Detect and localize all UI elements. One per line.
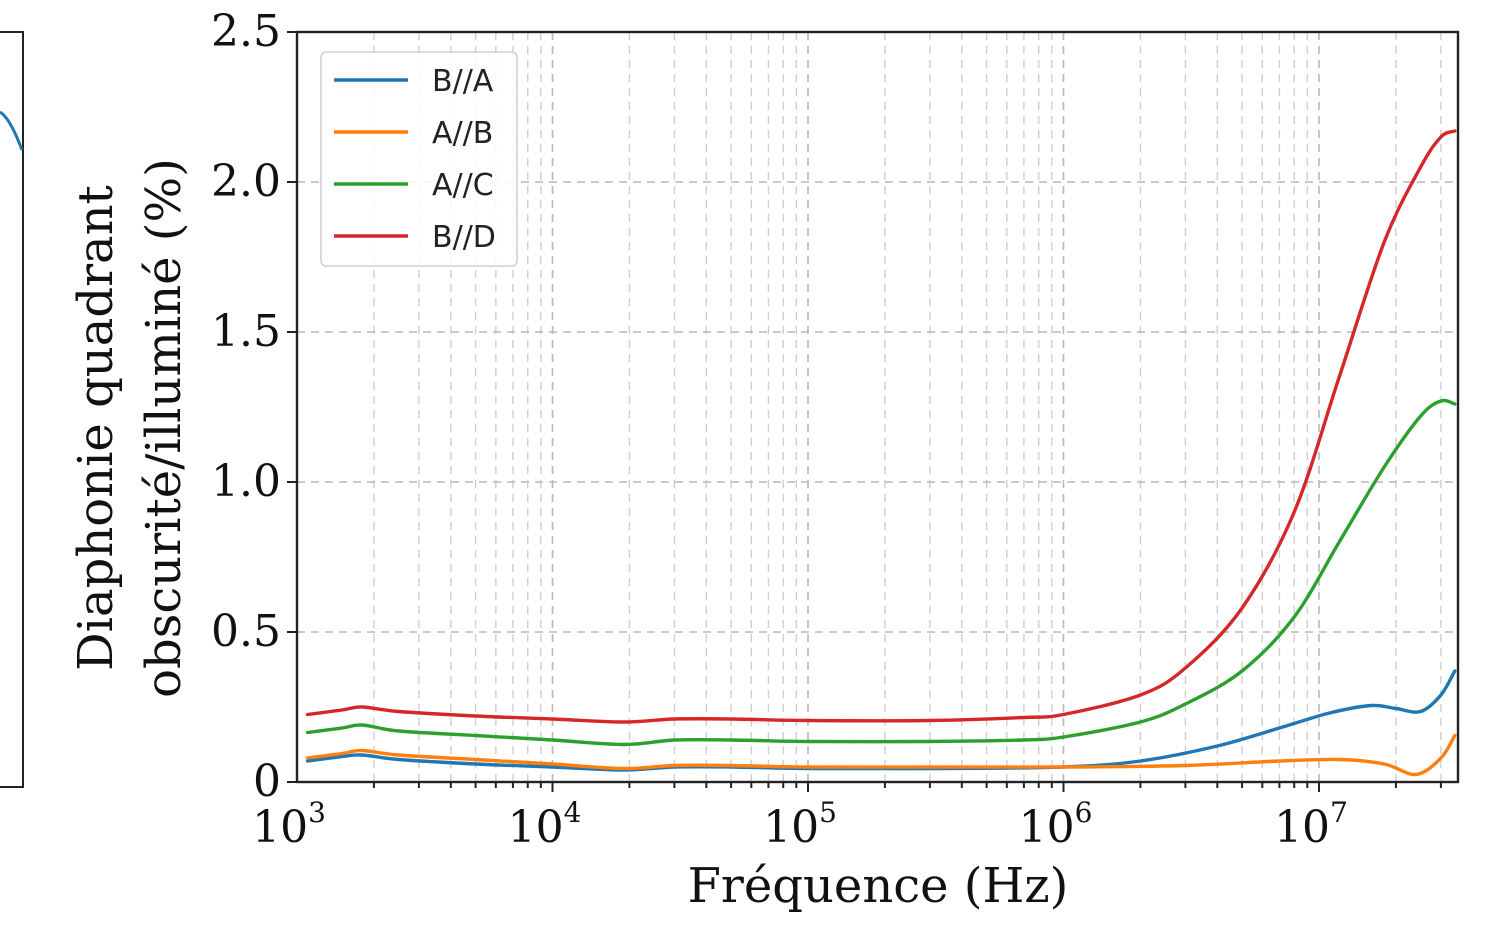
x-tick-base: 10	[1274, 802, 1330, 853]
y-tick-label: 0	[253, 756, 281, 807]
x-tick-label: 104	[508, 796, 582, 853]
y-tick-label: 2.0	[211, 156, 281, 207]
adjacent-panel-fragment	[0, 31, 24, 788]
series-lines	[305, 129, 1457, 777]
y-tick-label: 1.5	[211, 306, 281, 357]
x-axis-label: Fréquence (Hz)	[688, 858, 1069, 914]
x-tick-label: 103	[252, 796, 326, 853]
x-tick-exponent: 6	[1075, 796, 1093, 829]
grid	[297, 32, 1458, 782]
y-tick-label: 0.5	[211, 606, 281, 657]
plot-frame	[295, 30, 1460, 784]
series-line-4	[305, 129, 1457, 724]
legend: B//A A//B A//C B//D	[320, 51, 518, 267]
legend-label: B//A	[432, 64, 494, 99]
y-axis-label-line-1: Diaphonie quadrant	[68, 185, 124, 671]
y-tick-label: 1.0	[211, 456, 281, 507]
x-tick-label: 106	[1019, 796, 1093, 853]
x-tick-base: 10	[1019, 802, 1075, 853]
x-tick-base: 10	[508, 802, 564, 853]
series-line-2	[305, 733, 1457, 777]
x-tick-exponent: 5	[819, 796, 837, 829]
y-axis-label-line-2: obscurité/illuminé (%)	[136, 158, 192, 698]
legend-label: B//D	[432, 220, 496, 255]
x-tick-base: 10	[763, 802, 819, 853]
axis-ticks	[287, 31, 1442, 792]
x-tick-exponent: 4	[564, 796, 582, 829]
legend-box	[320, 51, 518, 267]
x-tick-base: 10	[252, 802, 308, 853]
x-tick-exponent: 7	[1330, 796, 1348, 829]
x-tick-label: 105	[763, 796, 837, 853]
x-tick-exponent: 3	[308, 796, 326, 829]
legend-label: A//C	[432, 168, 494, 203]
y-tick-label: 2.5	[211, 6, 281, 57]
series-line-3	[305, 398, 1457, 747]
x-tick-label: 107	[1274, 796, 1348, 853]
legend-label: A//B	[432, 116, 493, 151]
